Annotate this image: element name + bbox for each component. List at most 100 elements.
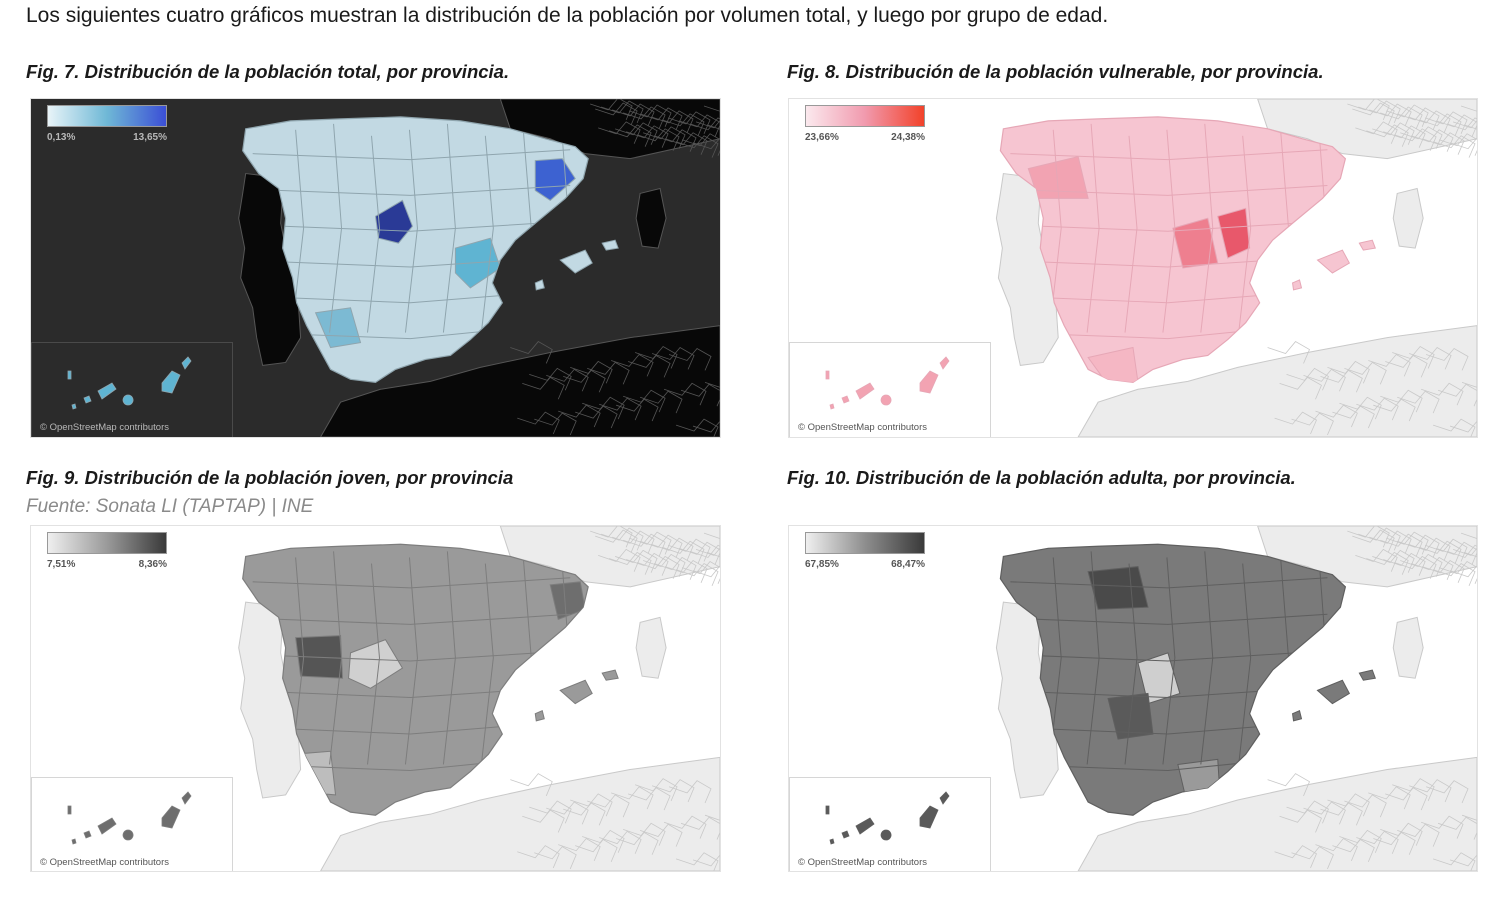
fig-7-legend-gradient [47, 105, 167, 127]
source-text: Fuente: Sonata LI (TAPTAP) | INE [26, 496, 314, 517]
province-highlight [348, 639, 404, 689]
spain-provinces [999, 116, 1376, 383]
fig-8-legend: 23,66% 24,38% [805, 105, 925, 147]
fig-8-map-canvas [995, 99, 1477, 437]
balearic-island [534, 279, 545, 291]
canary-island [71, 838, 77, 845]
balearic-island [1316, 249, 1351, 274]
canary-island [829, 838, 835, 845]
canary-island [67, 805, 72, 815]
fig-10-legend-max: 68,47% [891, 559, 925, 570]
balearic-island [601, 239, 619, 251]
fig-10-legend: 67,85% 68,47% [805, 532, 925, 574]
neighbor-country [635, 187, 667, 249]
fig-10-title: Fig. 10. Distribución de la población ad… [787, 467, 1296, 488]
canary-island [919, 805, 939, 829]
fig-7-legend: 0,13% 13,65% [47, 105, 167, 147]
fig-8-legend-max: 24,38% [891, 132, 925, 143]
canary-island [122, 829, 134, 841]
neighbor-country [238, 173, 302, 366]
balearic-island [1358, 239, 1376, 251]
fig-10-canary-islands [825, 791, 950, 845]
fig-10-canary-islands-inset: © OpenStreetMap contributors [789, 777, 991, 871]
canary-island [880, 394, 892, 406]
canary-island [67, 370, 72, 380]
neighbor-countries [238, 99, 720, 437]
neighbor-country [1077, 756, 1477, 871]
neighbor-country [1392, 187, 1424, 249]
fig-8-title: Fig. 8. Distribución de la población vul… [787, 61, 1324, 82]
canary-island [122, 394, 134, 406]
fig-8-legend-min: 23,66% [805, 132, 839, 143]
fig-7-title: Fig. 7. Distribución de la población tot… [26, 61, 510, 82]
fig-10-legend-gradient [805, 532, 925, 554]
fig-9-map-canvas [238, 526, 720, 871]
canary-island [825, 805, 830, 815]
fig-7-legend-min: 0,13% [47, 132, 76, 143]
fig-8-canary-islands-inset: © OpenStreetMap contributors [789, 342, 991, 437]
fig-10-osm-credit: © OpenStreetMap contributors [798, 857, 927, 868]
province-highlight [534, 158, 576, 202]
neighbor-country [995, 173, 1059, 366]
balearic-island [559, 679, 593, 705]
province-highlight [1172, 217, 1219, 269]
fig-9-canary-islands [67, 791, 192, 845]
balearic-island [601, 669, 619, 681]
canary-island [97, 817, 117, 835]
fig-8-osm-credit: © OpenStreetMap contributors [798, 422, 927, 433]
canary-island [161, 805, 181, 829]
province-highlight [374, 199, 414, 244]
balearic-island [1291, 279, 1303, 291]
canary-island [83, 395, 92, 404]
fig-9-map: 7,51% 8,36% © OpenStreetMap contributors [30, 525, 721, 872]
canary-island [181, 791, 192, 805]
neighbor-country [1077, 325, 1477, 437]
province-highlight [1087, 566, 1149, 610]
fig-8-map: 23,66% 24,38% © OpenStreetMap contributo… [788, 98, 1478, 438]
neighbor-country [320, 756, 720, 871]
canary-island [181, 356, 192, 370]
spain-provinces [999, 543, 1376, 816]
neighbor-countries [995, 99, 1477, 437]
canary-island [83, 830, 92, 839]
balearic-island [1316, 679, 1351, 705]
fig-10-map: 67,85% 68,47% © OpenStreetMap contributo… [788, 525, 1478, 872]
canary-island [841, 395, 850, 404]
fig-9-title: Fig. 9. Distribución de la población jov… [26, 467, 514, 488]
canary-island [919, 370, 939, 394]
canary-island [841, 830, 850, 839]
fig-7-canary-islands-inset: © OpenStreetMap contributors [31, 342, 233, 437]
canary-island [825, 370, 830, 380]
province-highlight [1137, 652, 1181, 705]
fig-9-legend-min: 7,51% [47, 559, 76, 570]
fig-8-legend-gradient [805, 105, 925, 127]
neighbor-country [238, 601, 302, 799]
canary-island [71, 403, 77, 410]
canary-island [161, 370, 181, 394]
balearic-island [1291, 709, 1303, 722]
province-highlight [1087, 346, 1139, 383]
canary-island [939, 356, 950, 370]
neighbor-countries [238, 526, 720, 871]
fig-9-legend-max: 8,36% [138, 559, 167, 570]
fig-7-map: 0,13% 13,65% © OpenStreetMap contributor… [30, 98, 721, 438]
spain-provinces [242, 543, 619, 816]
canary-island [97, 382, 117, 400]
province-highlight [1217, 207, 1251, 259]
fig-8-canary-islands [825, 356, 950, 410]
fig-9-legend: 7,51% 8,36% [47, 532, 167, 574]
fig-10-map-canvas [995, 526, 1477, 871]
canary-island [855, 817, 875, 835]
canary-island [855, 382, 875, 400]
fig-7-legend-max: 13,65% [133, 132, 167, 143]
neighbor-country [995, 601, 1059, 799]
fig-9-osm-credit: © OpenStreetMap contributors [40, 857, 169, 868]
neighbor-country [320, 325, 720, 437]
canary-island [939, 791, 950, 805]
balearic-island [534, 709, 545, 722]
fig-9-canary-islands-inset: © OpenStreetMap contributors [31, 777, 233, 871]
spain-provinces [242, 116, 619, 383]
canary-island [829, 403, 835, 410]
neighbor-countries [995, 526, 1477, 871]
fig-7-canary-islands [67, 356, 192, 410]
